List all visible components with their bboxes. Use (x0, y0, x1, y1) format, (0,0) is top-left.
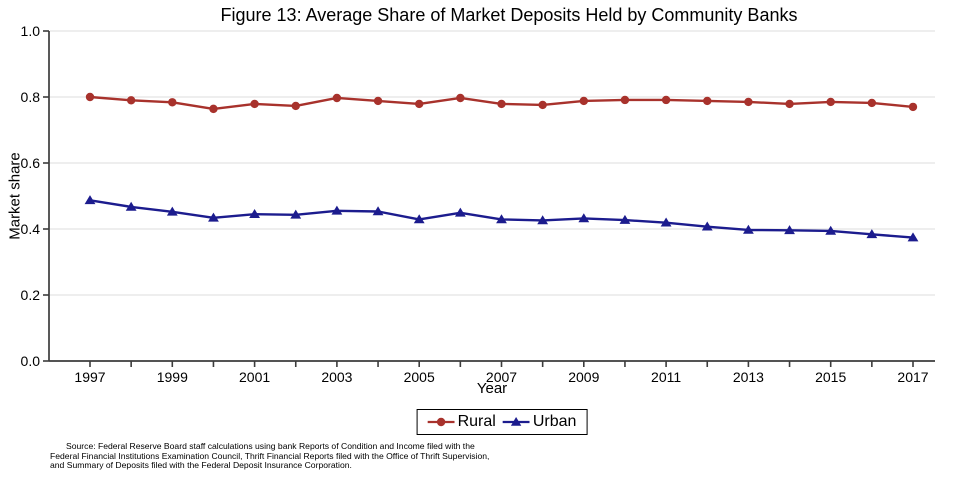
legend-item-rural: Rural (427, 413, 496, 431)
rural-marker (703, 96, 712, 106)
x-tick-label: 2015 (815, 369, 846, 385)
rural-marker (126, 96, 136, 105)
urban-marker (372, 206, 384, 216)
y-axis-label: Market share (6, 152, 24, 240)
rural-marker (661, 95, 671, 105)
x-tick-label: 2017 (897, 369, 928, 385)
urban-marker (84, 195, 96, 205)
x-tick-label: 1999 (157, 369, 188, 385)
rural-marker (250, 99, 259, 109)
x-tick-label: 2011 (651, 369, 681, 385)
urban-marker (166, 206, 178, 216)
y-tick-label: 0.6 (21, 155, 41, 171)
urban-marker (866, 229, 878, 239)
urban-marker (619, 214, 631, 224)
urban-marker (907, 232, 919, 242)
chart-title: Figure 13: Average Share of Market Depos… (220, 5, 798, 25)
rural-marker (744, 97, 753, 107)
rural-marker (332, 93, 342, 103)
urban-marker (454, 207, 466, 217)
legend-item-urban: Urban (502, 413, 577, 431)
y-tick-label: 0.0 (21, 353, 41, 369)
urban-marker (413, 214, 425, 224)
rural-marker (209, 104, 218, 114)
urban-marker (208, 212, 219, 222)
urban-marker (784, 225, 795, 235)
x-tick-label: 2009 (568, 369, 599, 385)
x-tick-label: 1997 (74, 369, 105, 385)
rural-marker (373, 96, 383, 106)
urban-marker (660, 217, 672, 227)
x-tick-label: 2007 (486, 369, 517, 385)
urban-marker (743, 224, 754, 234)
x-tick-label: 2013 (733, 369, 764, 385)
rural-marker (415, 99, 424, 109)
urban-marker (496, 214, 507, 224)
source-note-line: Source: Federal Reserve Board staff calc… (66, 441, 475, 451)
rural-marker (291, 101, 300, 111)
rural-marker (908, 102, 918, 112)
rural-marker (497, 99, 506, 109)
urban-marker (249, 208, 260, 218)
rural-marker (785, 99, 794, 109)
source-note-line: Federal Financial Institutions Examinati… (50, 450, 490, 461)
urban-marker (125, 201, 137, 211)
urban-marker (578, 213, 590, 223)
y-tick-label: 0.4 (21, 221, 41, 237)
legend-label-urban: Urban (532, 413, 577, 430)
rural-marker (168, 98, 177, 107)
rural-marker (456, 93, 465, 103)
x-tick-label: 2003 (321, 369, 352, 385)
y-tick-label: 0.8 (21, 89, 41, 105)
urban-marker (290, 209, 302, 219)
x-tick-label: 2001 (239, 369, 270, 385)
x-axis-label: Year (476, 380, 508, 397)
urban-marker (537, 215, 549, 225)
x-tick-label: 2005 (404, 369, 435, 385)
legend: Rural Urban (416, 409, 588, 435)
source-note: Source: Federal Reserve Board staff calc… (50, 441, 610, 471)
urban-marker (701, 221, 713, 231)
rural-marker (620, 95, 630, 105)
rural-marker (579, 96, 588, 106)
rural-marker (538, 100, 547, 110)
source-note-line: and Summary of Deposits filed with the F… (50, 460, 352, 471)
rural-line-marker-icon (427, 417, 455, 427)
urban-line-marker-icon (502, 417, 530, 426)
urban-marker (825, 225, 837, 235)
urban-marker (331, 205, 343, 215)
y-tick-label: 0.2 (21, 287, 41, 303)
legend-label-rural: Rural (457, 413, 496, 430)
y-tick-label: 1.0 (21, 23, 41, 39)
rural-marker (826, 97, 835, 107)
rural-marker (867, 98, 877, 108)
rural-marker (85, 92, 95, 102)
